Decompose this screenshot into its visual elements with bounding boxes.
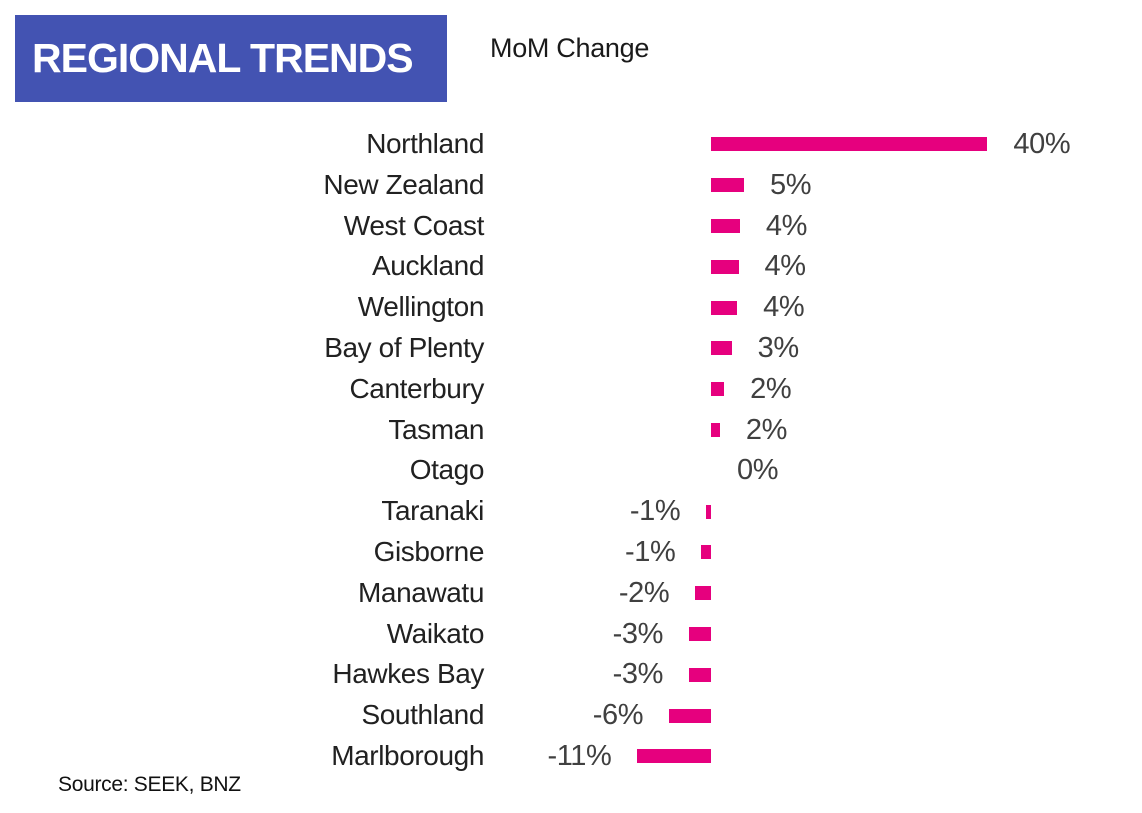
- bar: [711, 341, 732, 356]
- value-label: -1%: [629, 495, 681, 528]
- chart-row: Hawkes Bay -3%: [0, 654, 1142, 695]
- category-label: Northland: [366, 128, 484, 159]
- bar: [701, 545, 711, 560]
- bar: [637, 749, 711, 764]
- chart-title: REGIONAL TRENDS: [32, 35, 414, 81]
- chart-row: West Coast 4%: [0, 206, 1142, 247]
- chart-row: Canterbury 2%: [0, 369, 1142, 410]
- chart-row: Auckland 4%: [0, 246, 1142, 287]
- value-label: 4%: [763, 291, 805, 324]
- value-label: -3%: [612, 617, 664, 650]
- category-label: West Coast: [343, 209, 485, 241]
- bar: [711, 178, 744, 193]
- value-label: -1%: [625, 535, 676, 568]
- source-note: Source: SEEK, BNZ: [58, 773, 241, 796]
- chart-row: Taranaki -1%: [0, 491, 1142, 532]
- value-label: -11%: [547, 739, 612, 772]
- chart-row: Southland -6%: [0, 695, 1142, 736]
- bar: [706, 504, 711, 519]
- value-label: -3%: [612, 658, 664, 691]
- value-label: 40%: [1013, 128, 1071, 160]
- value-label: 5%: [770, 168, 812, 201]
- category-label: Gisborne: [373, 535, 485, 567]
- category-label: Waikato: [386, 617, 485, 649]
- value-label: -6%: [592, 699, 644, 732]
- chart-row: Northland 40%: [0, 124, 1142, 165]
- chart-row: Marlborough -11%: [0, 736, 1142, 777]
- category-label: Manawatu: [358, 576, 484, 608]
- category-label: Otago: [409, 454, 485, 486]
- bar: [689, 626, 711, 641]
- category-label: Canterbury: [349, 372, 484, 404]
- chart-row: Manawatu -2%: [0, 573, 1142, 614]
- value-label: 0%: [737, 454, 779, 487]
- value-label: -2%: [618, 576, 670, 609]
- bar: [689, 667, 711, 682]
- chart-row: Tasman 2%: [0, 410, 1142, 451]
- value-label: 2%: [750, 372, 792, 405]
- bar: [711, 300, 738, 315]
- chart-row: Gisborne -1%: [0, 532, 1142, 573]
- value-label: 2%: [745, 413, 788, 446]
- bar: [711, 137, 988, 152]
- chart-row: Wellington 4%: [0, 287, 1142, 328]
- category-label: Wellington: [357, 291, 485, 323]
- chart-row: Bay of Plenty 3%: [0, 328, 1142, 369]
- category-label: Southland: [361, 699, 484, 731]
- category-label: Marlborough: [331, 739, 484, 771]
- category-label: New Zealand: [323, 168, 484, 200]
- bar: [669, 708, 711, 723]
- category-label: Bay of Plenty: [324, 331, 484, 363]
- category-label: Tasman: [388, 413, 484, 445]
- bar: [711, 382, 725, 397]
- bar: [711, 259, 739, 274]
- chart-row: Waikato -3%: [0, 614, 1142, 655]
- category-label: Auckland: [372, 250, 484, 282]
- chart-subtitle: MoM Change: [490, 33, 650, 63]
- chart-row: Otago 0%: [0, 450, 1142, 491]
- bar: [695, 586, 711, 601]
- bar-chart-plot-area: Northland 40% New Zealand 5% West Coast 4% Auc…: [0, 124, 1142, 777]
- bar: [711, 218, 740, 233]
- category-label: Hawkes Bay: [332, 658, 484, 690]
- value-label: 4%: [765, 209, 808, 242]
- chart-row: New Zealand 5%: [0, 165, 1142, 206]
- value-label: 4%: [764, 250, 807, 283]
- bar: [711, 422, 720, 437]
- value-label: 3%: [757, 331, 800, 364]
- category-label: Taranaki: [381, 495, 484, 527]
- title-banner: REGIONAL TRENDS: [15, 15, 447, 102]
